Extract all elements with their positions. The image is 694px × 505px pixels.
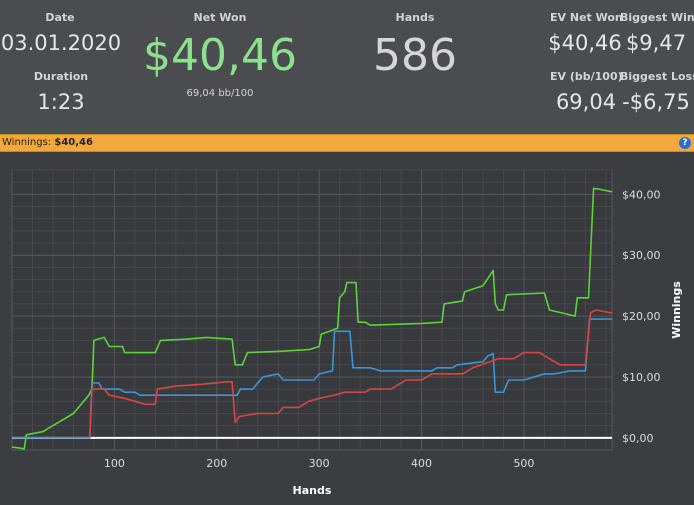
biggest-loss-value: -$6,75 bbox=[622, 90, 690, 114]
winnings-chart-svg: 100 200 300 400 500 $0,00 $10,00 $20,00 $30,00 $4… bbox=[11, 169, 683, 497]
x-tick-label: 100 bbox=[104, 457, 125, 470]
winnings-banner-value: $40,46 bbox=[54, 137, 93, 148]
y-axis-label: Winnings bbox=[670, 281, 683, 339]
series-line-1 bbox=[11, 187, 613, 450]
y-tick-label: $20,00 bbox=[622, 310, 661, 323]
ev-net-won-label: EV Net Won bbox=[550, 11, 623, 24]
x-tick-label: 500 bbox=[513, 457, 534, 470]
y-tick-label: $10,00 bbox=[622, 371, 661, 384]
date-value: 03.01.2020 bbox=[0, 31, 122, 55]
ev-bb-value: 69,04 bbox=[555, 90, 617, 114]
x-tick-label: 300 bbox=[309, 457, 330, 470]
y-tick-label: $40,00 bbox=[622, 188, 661, 201]
ev-net-won-value: $40,46 bbox=[548, 31, 622, 55]
series-line-3 bbox=[89, 309, 613, 438]
winnings-banner-label: Winnings: bbox=[2, 137, 52, 148]
hands-value: 586 bbox=[373, 30, 457, 81]
biggest-win-label: Biggest Win bbox=[620, 11, 694, 24]
duration-value: 1:23 bbox=[37, 90, 85, 114]
biggest-win-value: $9,47 bbox=[625, 31, 687, 55]
session-stats-panel: Date 03.01.2020 Duration 1:23 Net Won $4… bbox=[0, 0, 694, 134]
ev-bb-label: EV (bb/100) bbox=[550, 70, 623, 83]
y-tick-label: $0,00 bbox=[622, 432, 654, 445]
plot-area bbox=[11, 169, 613, 451]
date-label: Date bbox=[45, 11, 75, 24]
hands-label: Hands bbox=[395, 11, 435, 24]
x-axis-label: Hands bbox=[293, 484, 332, 497]
help-icon[interactable]: ? bbox=[679, 137, 691, 149]
winnings-banner: Winnings: $40,46 ? bbox=[0, 134, 694, 152]
biggest-loss-label: Biggest Loss bbox=[620, 70, 694, 83]
duration-label: Duration bbox=[33, 70, 89, 83]
series-line-2 bbox=[12, 318, 612, 439]
bb-per-100-value: 69,04 bb/100 bbox=[186, 88, 254, 99]
x-tick-label: 200 bbox=[206, 457, 227, 470]
x-tick-label: 400 bbox=[411, 457, 432, 470]
net-won-value: $40,46 bbox=[143, 30, 297, 81]
winnings-chart: 100 200 300 400 500 $0,00 $10,00 $20,00 $30,00 $4… bbox=[0, 152, 694, 501]
y-tick-label: $30,00 bbox=[622, 249, 661, 262]
net-won-label: Net Won bbox=[193, 11, 247, 24]
